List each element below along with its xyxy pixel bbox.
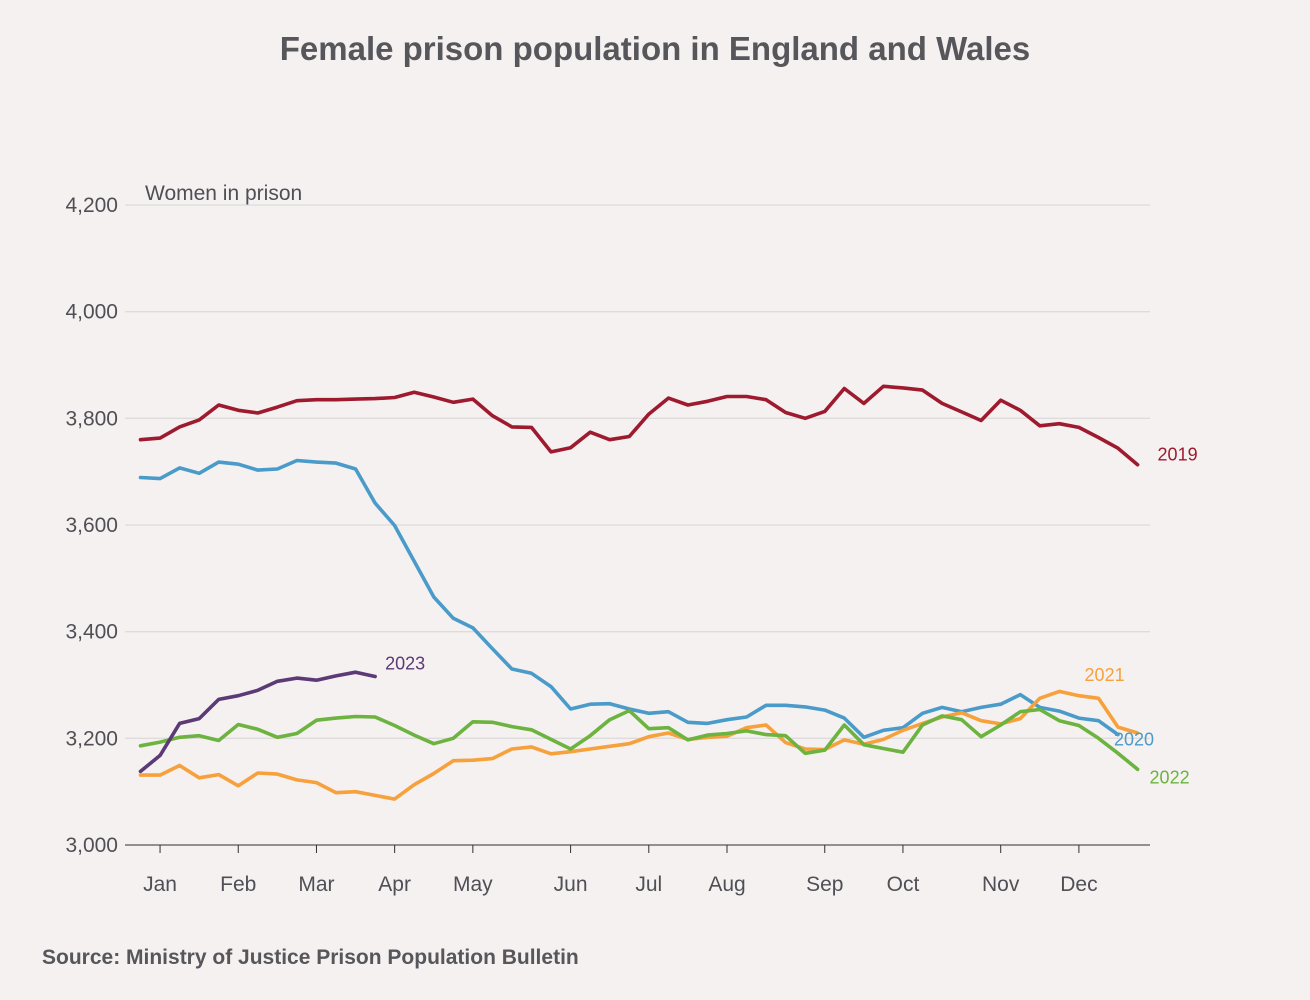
series-label-2019: 2019 xyxy=(1158,445,1198,465)
series-line-2023 xyxy=(138,670,377,774)
series-label-2022: 2022 xyxy=(1150,767,1190,787)
chart-title: Female prison population in England and … xyxy=(280,30,1031,67)
x-tick-label: Oct xyxy=(887,873,920,896)
series-line-2022 xyxy=(138,707,1140,772)
x-tick-label: Apr xyxy=(378,873,411,896)
series-label-2020: 2020 xyxy=(1114,730,1154,750)
series-label-2023: 2023 xyxy=(385,653,425,673)
x-tick-label: Mar xyxy=(298,873,334,896)
series-lines xyxy=(138,384,1140,801)
x-tick-label: Jul xyxy=(635,873,662,896)
y-tick-label: 3,200 xyxy=(65,727,118,750)
x-tick-label: Jun xyxy=(554,873,588,896)
x-tick-label: Jan xyxy=(143,873,177,896)
series-line-2019 xyxy=(138,384,1140,467)
series-line-2021 xyxy=(138,689,1140,801)
series-line-2020 xyxy=(138,458,1120,740)
x-tick-label: Aug xyxy=(708,873,745,896)
x-tick-label: Feb xyxy=(220,873,256,896)
x-tick-label: Dec xyxy=(1060,873,1097,896)
axes: 3,000 3,200 3,400 3,600 3,800 4,000 4,200 Jan Fe… xyxy=(65,194,1150,896)
y-tick-label: 4,000 xyxy=(65,301,118,324)
y-axis-title: Women in prison xyxy=(145,182,302,205)
y-tick-label: 3,000 xyxy=(65,834,118,857)
y-tick-label: 4,200 xyxy=(65,194,118,217)
y-tick-label: 3,600 xyxy=(65,514,118,537)
gridlines xyxy=(125,204,1150,739)
series-label-2021: 2021 xyxy=(1085,665,1125,685)
x-tick-label: Nov xyxy=(982,873,1020,896)
y-tick-label: 3,400 xyxy=(65,621,118,644)
y-tick-label: 3,800 xyxy=(65,407,118,430)
source-note: Source: Ministry of Justice Prison Popul… xyxy=(42,946,579,969)
x-tick-label: Sep xyxy=(806,873,843,896)
x-tick-label: May xyxy=(453,873,493,896)
series-labels: 2019 2020 2021 2022 2023 xyxy=(385,445,1197,788)
